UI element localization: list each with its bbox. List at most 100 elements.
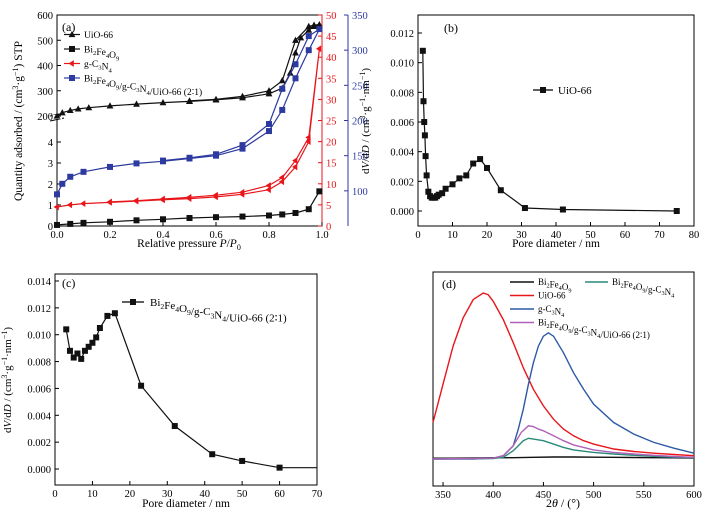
y-tick-label: 300	[37, 87, 53, 98]
red-axis-tick-label: 40	[326, 53, 337, 64]
data-point	[435, 191, 442, 198]
x-tick-label: 70	[312, 489, 323, 500]
red-axis-tick-label: 5	[326, 201, 331, 212]
legend-label: Bi2Fe4O9/g-C3N4/UiO-66 (2∶1)	[84, 75, 202, 98]
data-point	[133, 217, 140, 224]
panel-b-xlabel: Pore diameter / nm	[512, 238, 600, 250]
legend-label: g-C3N4	[538, 304, 565, 319]
data-point	[104, 312, 111, 319]
blue-axis-tick-label: 100	[352, 187, 368, 198]
blue-axis-tick-label: 250	[352, 81, 368, 92]
panel-a-ylabel: Quantity adsorbed / (cm3·g−1) STP	[11, 41, 25, 201]
x-tick-label: 0.4	[156, 230, 170, 241]
data-point	[78, 355, 85, 362]
data-point	[66, 106, 74, 114]
y-tick-label: 0.004	[27, 411, 51, 422]
series-line	[422, 50, 677, 212]
data-point	[484, 164, 490, 171]
data-point	[85, 343, 92, 350]
data-point	[463, 172, 470, 179]
y-tick-label: 3	[48, 159, 53, 170]
data-point	[673, 208, 680, 214]
data-point	[425, 188, 432, 195]
data-point	[159, 195, 165, 203]
x-tick-label: 500	[586, 490, 602, 501]
y-tick-label: 0.010	[390, 59, 414, 70]
series-line	[56, 48, 320, 208]
legend-label: g-C3N4	[84, 60, 112, 74]
x-tick-label: 40	[199, 489, 210, 500]
data-point	[521, 205, 528, 212]
x-tick-label: 50	[585, 230, 596, 241]
data-point	[286, 69, 294, 76]
x-tick-label: 0.2	[103, 230, 116, 241]
x-tick-label: 30	[516, 230, 527, 241]
data-point	[66, 201, 73, 209]
y-tick-label: 400	[37, 62, 53, 73]
y-tick-label: 0.002	[390, 177, 414, 188]
data-point	[266, 212, 272, 219]
data-point	[423, 172, 430, 179]
x-tick-label: 450	[536, 490, 552, 501]
x-tick-label: 60	[274, 489, 285, 500]
data-point	[278, 77, 286, 84]
x-tick-label: 0.0	[50, 230, 63, 241]
data-point	[239, 142, 246, 149]
red-axis-tick-label: 30	[326, 95, 337, 106]
x-tick-label: 550	[636, 490, 652, 501]
x-tick-label: 600	[686, 490, 702, 501]
data-point	[53, 112, 61, 119]
y-tick-label: 4	[48, 138, 54, 149]
data-point	[213, 151, 219, 158]
x-tick-label: 0.8	[262, 230, 275, 241]
data-point	[297, 34, 305, 41]
data-point	[305, 206, 312, 213]
y-tick-label: 200	[37, 112, 53, 123]
panel-b: 0 10 20 30 40 50 60 70 80 0.000 0.002 0.004 0.006 0.…	[358, 14, 699, 250]
data-point	[266, 128, 272, 135]
data-point	[186, 215, 193, 222]
data-point	[292, 36, 299, 43]
data-point	[53, 203, 59, 211]
data-point	[292, 157, 298, 164]
legend-marker	[130, 299, 136, 305]
panel-b-frame	[417, 14, 695, 227]
y-tick-label: 500	[37, 36, 53, 47]
data-point	[54, 221, 60, 228]
data-point	[559, 206, 566, 213]
series-line	[65, 312, 317, 469]
data-point	[276, 464, 283, 471]
data-point	[160, 216, 166, 223]
x-tick-label: 0	[415, 230, 420, 241]
blue-axis-tick-label: 350	[352, 11, 368, 22]
data-point	[159, 99, 167, 106]
legend-marker	[68, 30, 76, 38]
x-tick-label: 10	[87, 489, 98, 500]
panel-a-label: (a)	[62, 20, 75, 34]
red-axis-tick-label: 35	[326, 74, 337, 85]
data-point	[63, 326, 70, 333]
panel-a-frame	[56, 14, 323, 227]
data-point	[106, 102, 114, 109]
data-point	[160, 157, 166, 164]
x-tick-label: 10	[447, 230, 458, 241]
data-point	[239, 92, 246, 99]
legend-label: Bi2Fe4O9/g-C3N4	[612, 277, 675, 300]
x-tick-label: 0.6	[209, 230, 222, 241]
data-point	[419, 47, 426, 54]
data-point	[93, 334, 100, 341]
y-tick-label: 2	[48, 180, 53, 191]
red-axis-tick-label: 50	[326, 11, 337, 22]
data-point	[213, 214, 219, 221]
data-point	[316, 188, 323, 195]
data-point	[305, 26, 313, 33]
data-point	[239, 213, 246, 220]
data-point	[420, 98, 427, 105]
data-point	[305, 33, 312, 40]
y-tick-label: 0.002	[27, 438, 51, 449]
data-point	[209, 451, 216, 458]
data-point	[212, 95, 220, 102]
y-tick-label: 0.008	[390, 88, 414, 99]
data-point	[279, 211, 286, 218]
